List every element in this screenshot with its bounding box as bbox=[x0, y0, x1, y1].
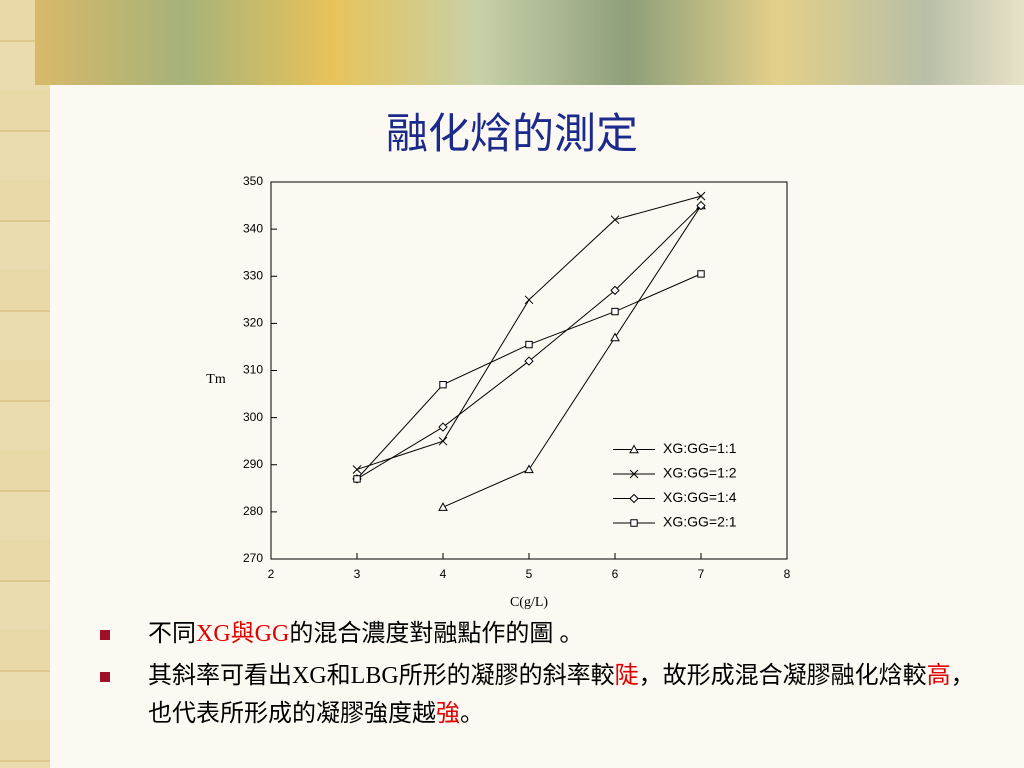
bullet-text: 其斜率可看出XG和LBG所形的凝膠的斜率較 bbox=[148, 663, 615, 689]
marker bbox=[696, 200, 706, 211]
bullet-text: XG與GG bbox=[196, 621, 290, 647]
bullet-list: 不同XG與GG的混合濃度對融點作的圖 。其斜率可看出XG和LBG所形的凝膠的斜率… bbox=[100, 615, 980, 737]
legend-label: XG:GG=1:1 bbox=[663, 440, 737, 456]
x-tick-label: 5 bbox=[526, 567, 533, 581]
marker bbox=[697, 270, 705, 278]
marker bbox=[524, 464, 534, 474]
legend-label: XG:GG=1:4 bbox=[663, 489, 737, 505]
series-line bbox=[442, 205, 702, 508]
marker bbox=[610, 285, 620, 296]
bullet: 不同XG與GG的混合濃度對融點作的圖 。 bbox=[100, 615, 980, 653]
legend-marker bbox=[630, 519, 638, 527]
y-tick-label: 340 bbox=[243, 221, 263, 235]
x-tick-label: 2 bbox=[268, 567, 275, 581]
bullet-text: 強 bbox=[436, 701, 460, 727]
y-tick-label: 300 bbox=[243, 410, 263, 424]
slide-title: 融化焓的測定 bbox=[385, 112, 638, 158]
marker bbox=[439, 380, 447, 389]
y-tick-label: 320 bbox=[243, 316, 263, 330]
banner-image bbox=[35, 0, 1024, 85]
legend-marker bbox=[629, 493, 639, 504]
marker bbox=[438, 502, 448, 511]
marker bbox=[611, 307, 619, 316]
x-axis-label: C(g/L) bbox=[510, 595, 548, 610]
y-tick-label: 350 bbox=[243, 174, 263, 188]
series-line bbox=[356, 195, 702, 470]
y-tick-label: 290 bbox=[243, 457, 263, 471]
bullet-text: 高 bbox=[926, 663, 951, 689]
bullet-text: 不同 bbox=[148, 621, 196, 647]
background-stripe bbox=[0, 0, 50, 768]
x-tick-label: 3 bbox=[354, 567, 361, 581]
y-tick-label: 310 bbox=[243, 363, 263, 377]
marker bbox=[353, 475, 361, 483]
marker bbox=[524, 356, 534, 366]
marker bbox=[525, 340, 533, 349]
legend-marker bbox=[629, 469, 639, 479]
legend-label: XG:GG=1:2 bbox=[663, 465, 737, 481]
x-tick-label: 6 bbox=[612, 567, 619, 581]
marker bbox=[696, 191, 706, 201]
bullet-text: ，也代表所形成的凝膠強度越 bbox=[148, 663, 975, 727]
bullet-text: ，故形成混合凝膠融化焓較 bbox=[638, 663, 927, 689]
y-axis-label: Tm bbox=[206, 372, 226, 387]
y-tick-label: 270 bbox=[243, 551, 263, 565]
y-tick-label: 280 bbox=[243, 504, 263, 518]
bullet-marker bbox=[100, 672, 110, 682]
bullet-text: 。 bbox=[460, 701, 484, 727]
x-tick-label: 4 bbox=[440, 567, 447, 581]
legend-marker bbox=[629, 444, 639, 454]
marker bbox=[524, 295, 534, 305]
bullet-marker bbox=[100, 630, 110, 640]
x-tick-label: 8 bbox=[784, 567, 791, 581]
bullet: 其斜率可看出XG和LBG所形的凝膠的斜率較陡，故形成混合凝膠融化焓較高，也代表所… bbox=[100, 657, 980, 733]
x-tick-label: 7 bbox=[698, 567, 705, 581]
legend-label: XG:GG=2:1 bbox=[663, 514, 737, 530]
marker bbox=[352, 465, 362, 474]
marker bbox=[610, 332, 620, 342]
bullet-text: 的混合濃度對融點作的圖 。 bbox=[289, 621, 584, 647]
marker bbox=[610, 215, 620, 225]
marker bbox=[438, 436, 448, 446]
marker bbox=[438, 422, 448, 432]
y-tick-label: 330 bbox=[243, 268, 263, 282]
bullet-text: 陡 bbox=[614, 663, 639, 689]
